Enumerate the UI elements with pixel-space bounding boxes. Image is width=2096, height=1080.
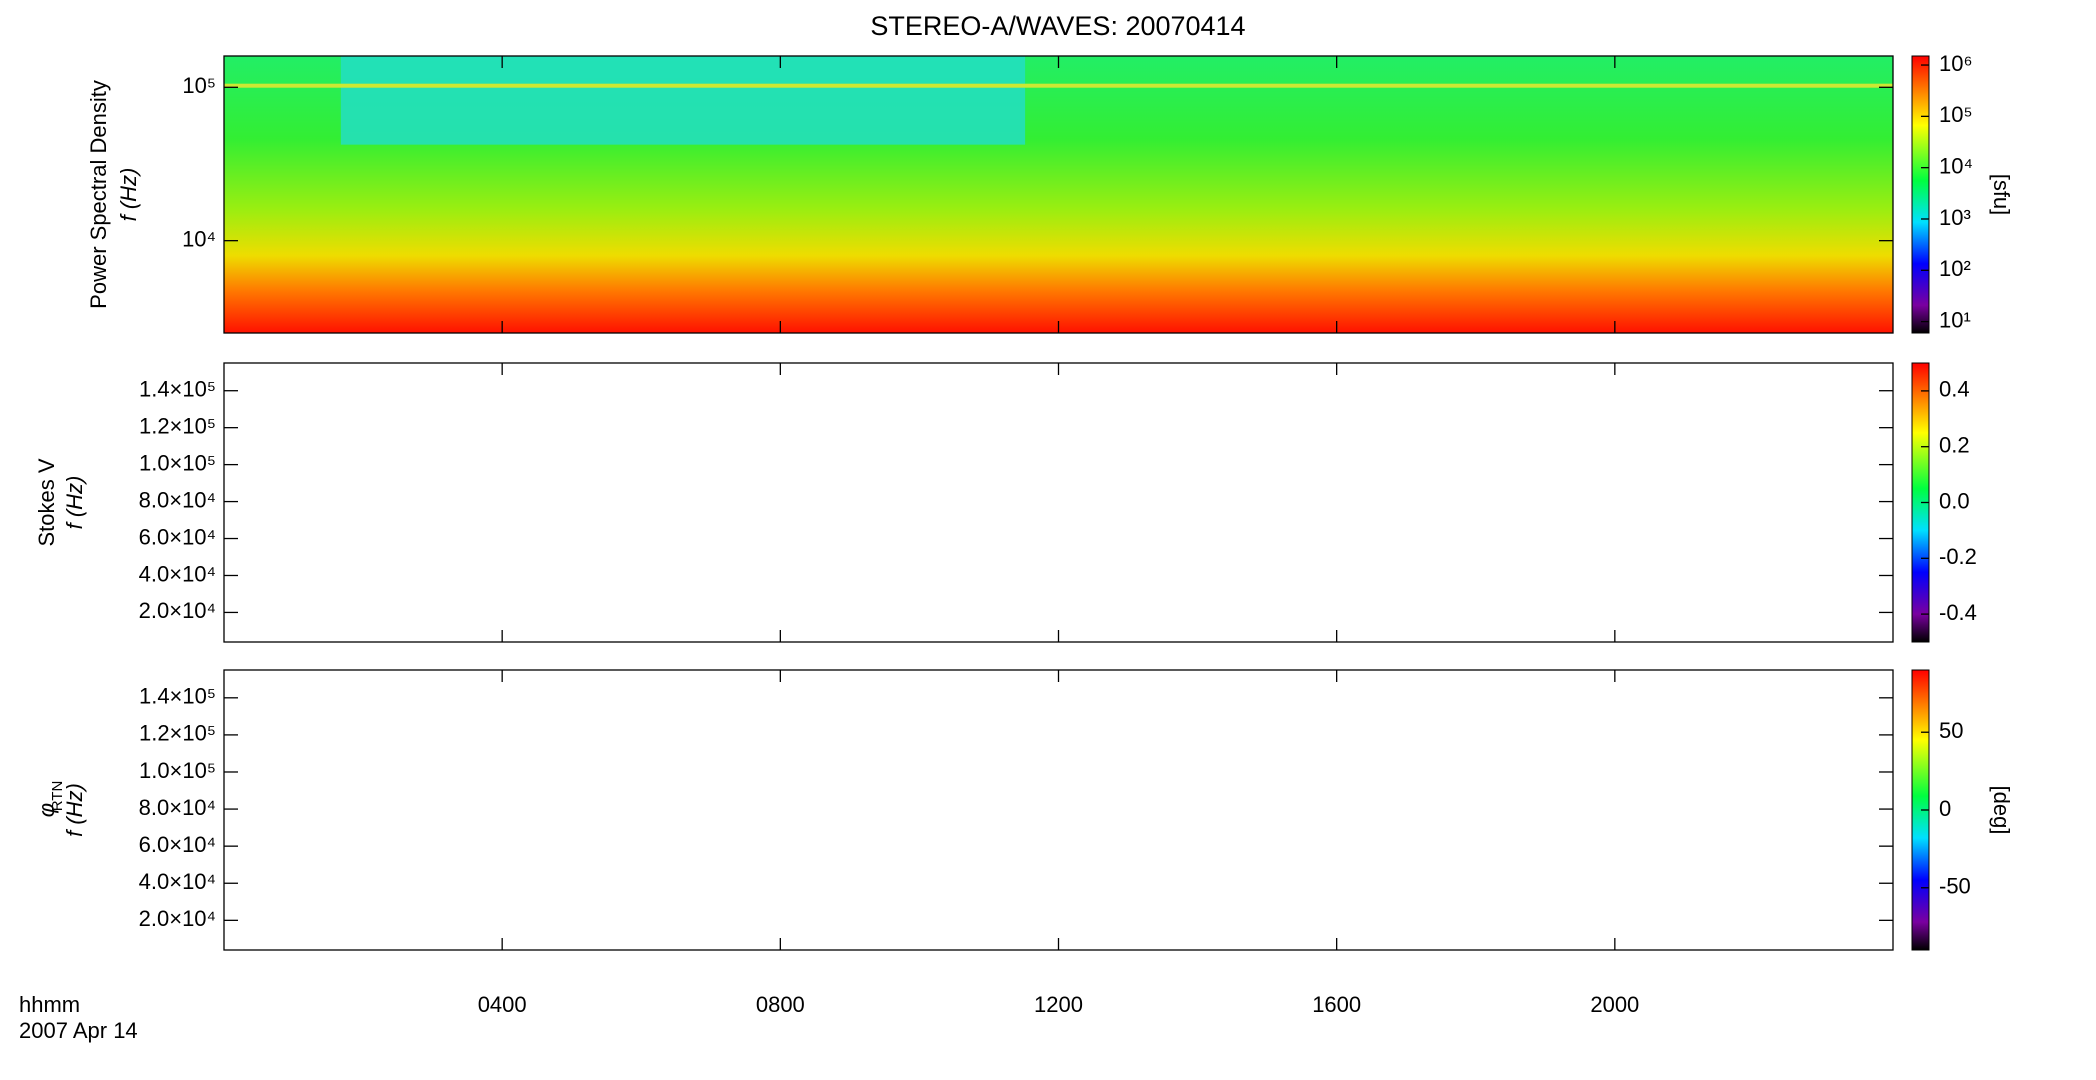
spectrogram-line bbox=[224, 83, 1893, 88]
y-tick-label: 4.0×10⁴ bbox=[139, 869, 216, 894]
y-tick-label: 10⁵ bbox=[182, 73, 216, 98]
chart-title: STEREO-A/WAVES: 20070414 bbox=[870, 11, 1245, 41]
plot-frame bbox=[223, 669, 1894, 951]
y-tick-label: 8.0×10⁴ bbox=[139, 487, 216, 512]
y-tick-label: 6.0×10⁴ bbox=[139, 524, 216, 549]
x-axis-label: 2007 Apr 14 bbox=[19, 1018, 138, 1043]
y-axis-label: φ bbox=[34, 803, 59, 817]
x-tick-label: 0400 bbox=[478, 992, 527, 1017]
y-tick-label: 8.0×10⁴ bbox=[139, 795, 216, 820]
colorbar-tick-label: -0.4 bbox=[1939, 600, 1977, 625]
y-tick-label: 1.0×10⁵ bbox=[139, 450, 216, 475]
y-tick-label: 1.4×10⁵ bbox=[139, 684, 216, 709]
colorbar-tick-label: 50 bbox=[1939, 718, 1963, 743]
y-axis-label: Power Spectral Density bbox=[86, 80, 111, 309]
colorbar-tick-label: 0.0 bbox=[1939, 488, 1970, 513]
colorbar-tick-label: 0.4 bbox=[1939, 377, 1970, 402]
y-tick-label: 6.0×10⁴ bbox=[139, 832, 216, 857]
colorbar-tick-label: 10² bbox=[1939, 256, 1971, 281]
colorbar-tick-label: 0 bbox=[1939, 796, 1951, 821]
colorbar-tick-label: 0.2 bbox=[1939, 433, 1970, 458]
plot-frame bbox=[223, 362, 1894, 643]
x-tick-label: 2000 bbox=[1590, 992, 1639, 1017]
colorbar-tick-label: 10³ bbox=[1939, 205, 1971, 230]
x-axis-label: hhmm bbox=[19, 992, 80, 1017]
y-tick-label: 1.2×10⁵ bbox=[139, 413, 216, 438]
x-tick-label: 1600 bbox=[1312, 992, 1361, 1017]
y-axis-label: Stokes V bbox=[34, 458, 59, 546]
y-axis-label: f (Hz) bbox=[116, 168, 141, 222]
x-tick-label: 1200 bbox=[1034, 992, 1083, 1017]
colorbar bbox=[1911, 55, 1930, 334]
y-tick-label: 10⁴ bbox=[182, 226, 216, 251]
colorbar-label: [sfu] bbox=[1989, 174, 2014, 216]
y-axis-label: f (Hz) bbox=[62, 783, 87, 837]
y-tick-label: 2.0×10⁴ bbox=[139, 598, 216, 623]
y-axis-label: f (Hz) bbox=[62, 476, 87, 530]
y-tick-label: 2.0×10⁴ bbox=[139, 906, 216, 931]
colorbar-tick-label: -0.2 bbox=[1939, 544, 1977, 569]
y-tick-label: 1.2×10⁵ bbox=[139, 721, 216, 746]
y-tick-label: 4.0×10⁴ bbox=[139, 561, 216, 586]
colorbar-tick-label: 10⁴ bbox=[1939, 153, 1973, 178]
x-tick-label: 0800 bbox=[756, 992, 805, 1017]
colorbar-tick-label: 10⁶ bbox=[1939, 51, 1973, 76]
y-axis-label-sub: RTN bbox=[49, 781, 66, 812]
spectrogram-band bbox=[340, 56, 1026, 145]
y-tick-label: 1.0×10⁵ bbox=[139, 758, 216, 783]
colorbar-tick-label: -50 bbox=[1939, 874, 1971, 899]
colorbar-label: [deg] bbox=[1989, 786, 2014, 835]
y-tick-label: 1.4×10⁵ bbox=[139, 377, 216, 402]
colorbar-tick-label: 10⁵ bbox=[1939, 102, 1973, 127]
colorbar-tick-label: 10¹ bbox=[1939, 307, 1971, 332]
